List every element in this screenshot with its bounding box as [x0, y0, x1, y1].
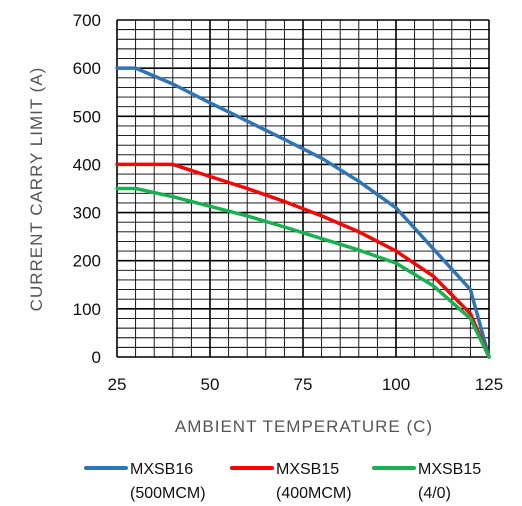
legend-label: MXSB15 (400MCM) — [276, 461, 352, 502]
legend-item-2: MXSB15 (400MCM) — [230, 458, 352, 506]
y-tick-labels: 0 100 200 300 400 500 600 700 — [73, 11, 101, 367]
legend-swatch — [372, 466, 416, 470]
legend: MXSB16 (500MCM) MXSB15 (400MCM) MXSB15 (4/… — [84, 458, 504, 504]
series-line-3 — [115, 186, 491, 359]
y-tick-label: 100 — [73, 300, 101, 319]
legend-item-3: MXSB15 (4/0) — [372, 458, 481, 506]
x-tick-label: 75 — [294, 375, 313, 394]
legend-label: MXSB15 (4/0) — [418, 461, 482, 502]
y-axis-title: CURRENT CARRY LIMIT (A) — [27, 67, 46, 312]
x-tick-labels: 25 50 75 100 125 — [108, 375, 504, 394]
grid — [116, 19, 490, 358]
x-tick-label: 50 — [201, 375, 220, 394]
series-lines — [115, 66, 491, 359]
x-tick-label: 100 — [382, 375, 410, 394]
y-tick-label: 200 — [73, 252, 101, 271]
y-tick-label: 0 — [92, 348, 101, 367]
x-axis-title: AMBIENT TEMPERATURE (C) — [175, 417, 433, 436]
legend-swatch — [84, 466, 128, 470]
y-tick-label: 500 — [73, 107, 101, 126]
legend-item-1: MXSB16 (500MCM) — [84, 458, 206, 506]
series-line-1 — [115, 66, 491, 359]
y-tick-label: 400 — [73, 155, 101, 174]
y-tick-label: 700 — [73, 11, 101, 30]
x-tick-label: 125 — [475, 375, 503, 394]
legend-swatch — [230, 466, 274, 470]
series-line-2 — [115, 162, 491, 359]
legend-label: MXSB16 (500MCM) — [130, 461, 206, 502]
y-tick-label: 300 — [73, 204, 101, 223]
x-tick-label: 25 — [108, 375, 127, 394]
y-tick-label: 600 — [73, 59, 101, 78]
